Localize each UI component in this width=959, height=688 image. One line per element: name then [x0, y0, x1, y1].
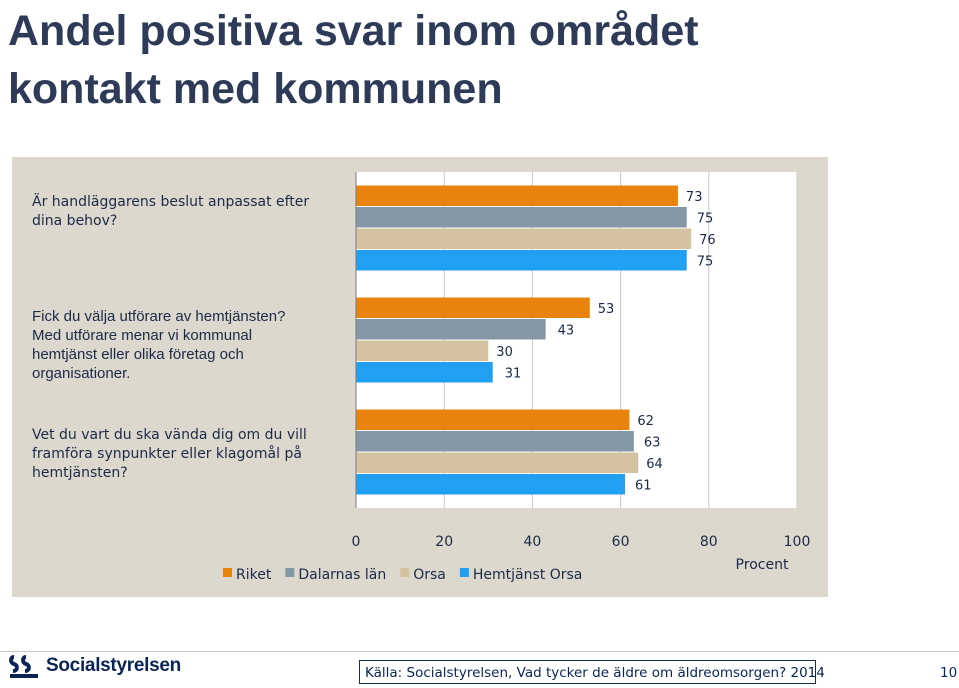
- logo-text: Socialstyrelsen: [46, 655, 181, 676]
- x-tick-label-0: 0: [352, 534, 361, 550]
- question-2-line-3: hemtjänst eller olika företag och: [32, 346, 244, 363]
- data-label-3-2: 63: [644, 435, 661, 450]
- page-number: 10: [940, 665, 958, 681]
- bar-2-hemtjänst-orsa: [356, 362, 493, 383]
- data-label-1-3: 76: [699, 233, 716, 248]
- bar-3-riket: [356, 409, 630, 430]
- data-label-3-4: 61: [635, 478, 652, 493]
- question-label-2: Fick du välja utförare av hemtjänsten? M…: [32, 307, 352, 383]
- bar-2-dalarnas-län: [356, 319, 546, 340]
- data-label-2-2: 43: [558, 323, 575, 338]
- legend-label-3: Orsa: [413, 567, 446, 583]
- data-label-1-1: 73: [686, 190, 703, 205]
- page-title-line-1: Andel positiva svar inom området: [8, 7, 699, 55]
- legend-label-2: Dalarnas län: [298, 567, 386, 583]
- data-label-2-3: 30: [496, 345, 513, 360]
- bar-2-riket: [356, 297, 590, 318]
- data-label-1-4: 75: [697, 254, 714, 269]
- question-label-1: Är handläggarens beslut anpassat efter d…: [32, 193, 352, 231]
- data-label-1-2: 75: [697, 211, 714, 226]
- legend-swatch-1: [223, 568, 232, 577]
- bar-2-orsa: [356, 340, 489, 361]
- data-label-2-4: 31: [505, 366, 522, 381]
- footer-divider: [0, 651, 959, 652]
- bar-1-dalarnas-län: [356, 207, 687, 228]
- legend-label-1: Riket: [236, 567, 272, 583]
- legend-swatch-4: [459, 568, 469, 577]
- legend-swatch-3: [400, 568, 410, 577]
- question-1-line-2: dina behov?: [32, 213, 118, 229]
- x-axis-title: Procent: [736, 557, 789, 573]
- question-2-line-2: Med utförare menar vi kommunal: [32, 327, 253, 344]
- data-label-2-1: 53: [598, 302, 615, 317]
- bar-3-hemtjänst-orsa: [356, 474, 626, 495]
- source-box: [359, 660, 816, 684]
- socialstyrelsen-logo: Socialstyrelsen: [8, 648, 181, 684]
- x-tick-label-80: 80: [700, 534, 718, 550]
- question-2-line-4: organisationer.: [32, 365, 131, 382]
- question-2-line-1: Fick du välja utförare av hemtjänsten?: [32, 308, 286, 325]
- x-tick-label-20: 20: [435, 534, 453, 550]
- x-tick-label-40: 40: [523, 534, 541, 550]
- x-tick-label-60: 60: [612, 534, 630, 550]
- bar-3-orsa: [356, 452, 639, 473]
- question-label-3: Vet du vart du ska vända dig om du vill …: [32, 426, 352, 483]
- legend-swatch-2: [285, 568, 295, 577]
- data-label-3-3: 64: [646, 457, 663, 472]
- page-title: Andel positiva svar inom området kontakt…: [8, 2, 948, 118]
- legend-label-4: Hemtjänst Orsa: [473, 567, 583, 583]
- question-1-line-1: Är handläggarens beslut anpassat efter: [32, 194, 310, 210]
- x-tick-label-100: 100: [784, 534, 811, 550]
- question-3-line-1: Vet du vart du ska vända dig om du vill: [32, 427, 307, 443]
- question-3-line-3: hemtjänsten?: [32, 465, 128, 481]
- question-3-line-2: framföra synpunkter eller klagomål på: [32, 446, 302, 462]
- data-label-3-1: 62: [637, 414, 654, 429]
- plot-area: [356, 172, 797, 508]
- page-title-line-2: kontakt med kommunen: [8, 65, 503, 113]
- socialstyrelsen-emblem-icon: [9, 655, 38, 678]
- bar-3-dalarnas-län: [356, 431, 634, 452]
- source-text: Källa: Socialstyrelsen, Vad tycker de äl…: [365, 665, 825, 681]
- bar-1-orsa: [356, 228, 692, 249]
- bar-1-hemtjänst-orsa: [356, 250, 687, 271]
- bar-1-riket: [356, 185, 678, 206]
